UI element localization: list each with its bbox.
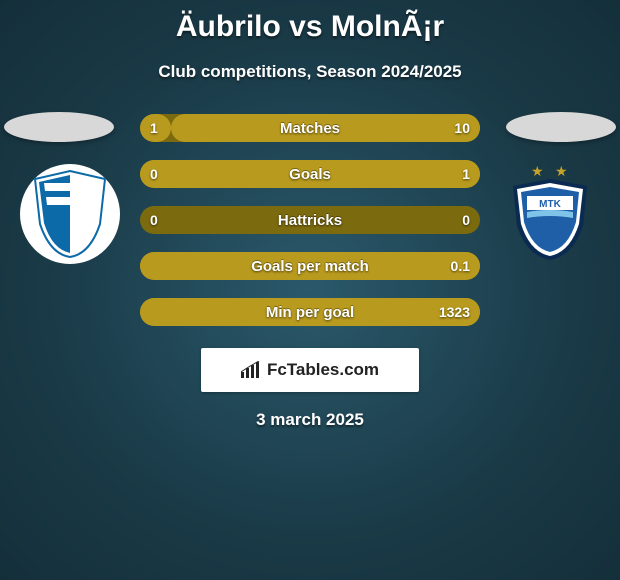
bar-chart-icon [241,361,263,379]
svg-text:MTK: MTK [539,199,561,210]
stat-label: Matches [140,114,480,142]
page-title: Äubrilo vs MolnÃ¡r [0,0,620,44]
stat-bars: 110Matches 01Goals 00Hattricks 0.1Goals per… [140,112,480,326]
stat-row: 00Hattricks [140,206,480,234]
stat-row: 110Matches [140,114,480,142]
brand-badge: FcTables.com [201,348,419,392]
svg-text:★: ★ [531,164,544,179]
stat-label: Goals per match [140,252,480,280]
pedestal-left [4,112,114,142]
brand-text: FcTables.com [267,360,379,380]
page-subtitle: Club competitions, Season 2024/2025 [0,62,620,82]
crest-icon: ★ ★ MTK [503,164,597,264]
stats-panel: ★ ★ MTK 110Matches 01Goals 00Hattricks 0.1G… [0,112,620,430]
team-logo-right: ★ ★ MTK [500,164,600,264]
pedestal-right [506,112,616,142]
date-label: 3 march 2025 [0,410,620,430]
stat-row: 0.1Goals per match [140,252,480,280]
svg-text:★: ★ [555,164,568,179]
shield-icon [30,169,110,259]
team-logo-left [20,164,120,264]
stat-label: Goals [140,160,480,188]
stat-row: 01Goals [140,160,480,188]
stat-label: Min per goal [140,298,480,326]
stat-label: Hattricks [140,206,480,234]
stat-row: 1323Min per goal [140,298,480,326]
